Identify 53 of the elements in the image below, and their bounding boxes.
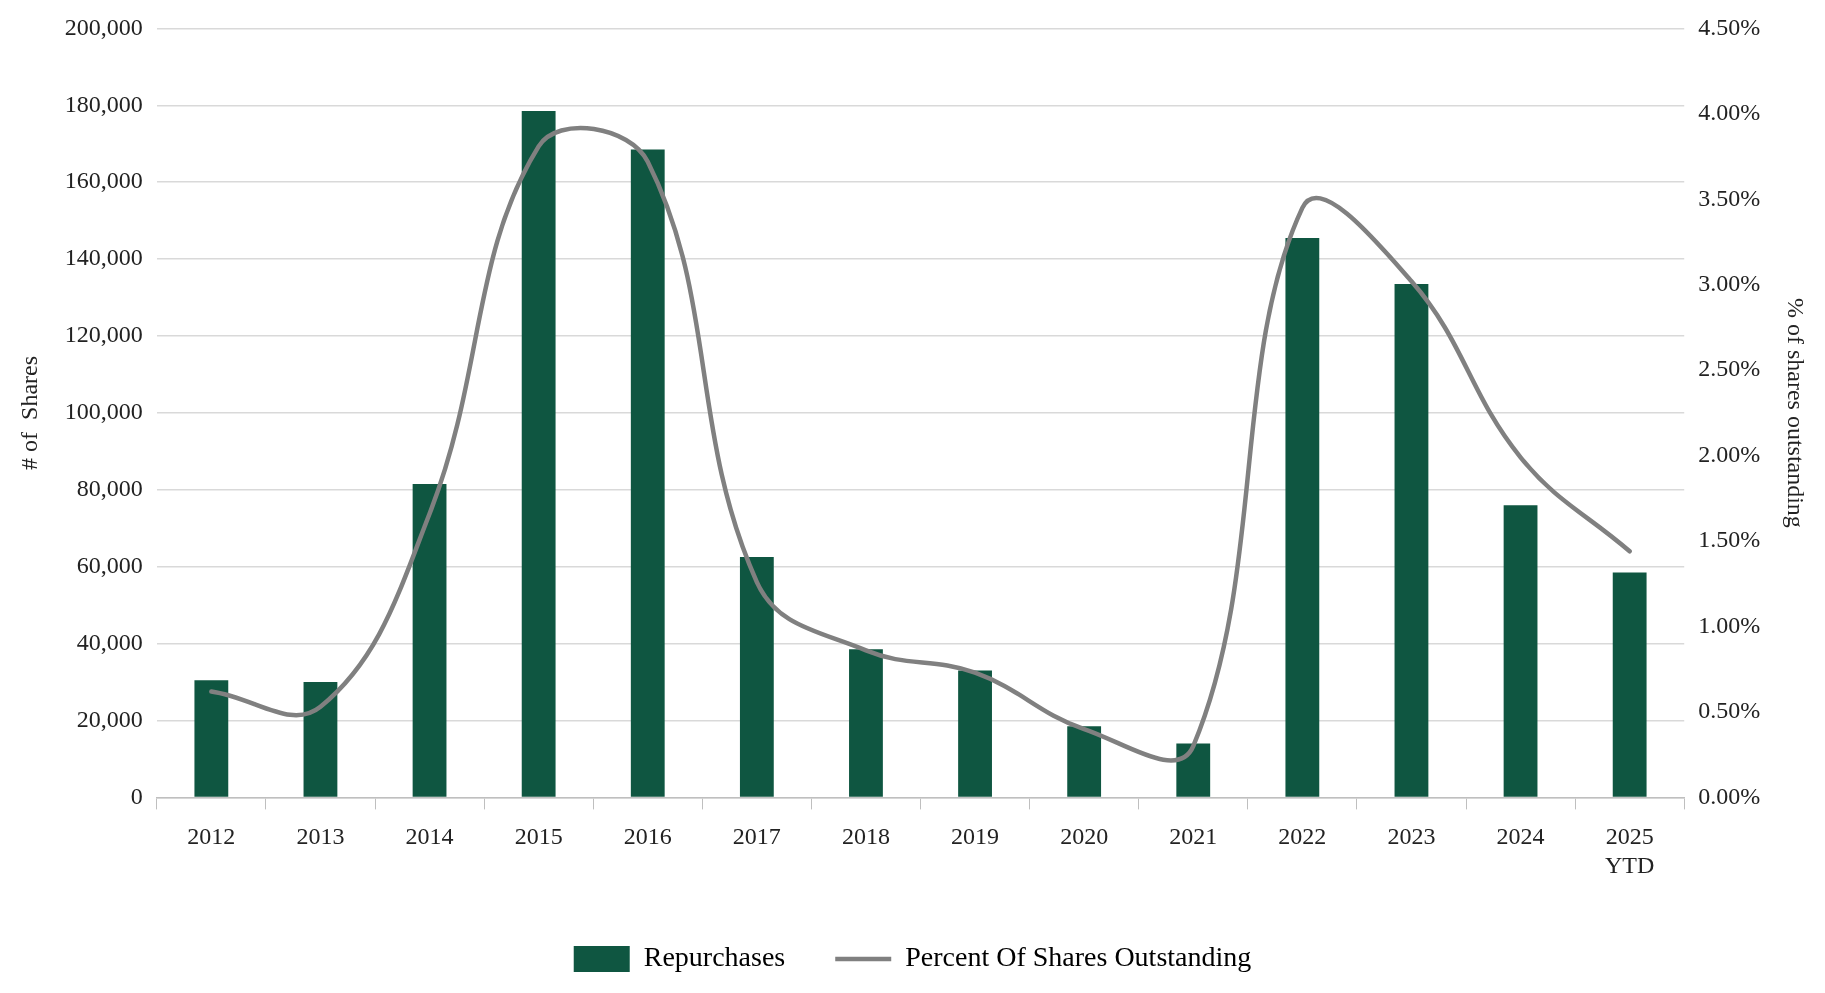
- x-tick-label: 2021: [1169, 823, 1218, 850]
- bar: [630, 149, 665, 797]
- legend-label: Repurchases: [643, 941, 786, 973]
- y-tick-label: 40,000: [76, 628, 143, 655]
- y-tick-label: 180,000: [64, 90, 143, 117]
- bar: [958, 670, 992, 797]
- y2-tick-label: 3.50%: [1698, 184, 1761, 211]
- x-tick-label: 2015: [514, 823, 563, 850]
- bar: [1176, 743, 1211, 797]
- y2-axis-title: % of shares outstanding: [1783, 297, 1810, 528]
- y-tick-label: 120,000: [64, 321, 143, 348]
- bar: [739, 557, 774, 797]
- y2-tick-label: 2.50%: [1698, 355, 1761, 382]
- y2-tick-label: 1.50%: [1698, 526, 1761, 553]
- y2-tick-label: 4.00%: [1698, 99, 1761, 126]
- x-tick-label: 2022: [1278, 823, 1327, 850]
- bar: [521, 111, 556, 797]
- y-tick-label: 200,000: [64, 13, 143, 40]
- y-tick-label: 80,000: [76, 475, 143, 502]
- legend-label: Percent Of Shares Outstanding: [905, 941, 1252, 973]
- y2-tick-label: 4.50%: [1698, 13, 1761, 40]
- y2-tick-label: 2.00%: [1698, 440, 1761, 467]
- y2-tick-label: 1.00%: [1698, 611, 1761, 638]
- bar: [1612, 572, 1647, 797]
- x-tick-label: 2017: [732, 823, 781, 850]
- x-tick-label: 2020: [1060, 823, 1109, 850]
- y2-tick-label: 0.50%: [1698, 697, 1761, 724]
- x-tick-label: 2018: [841, 823, 890, 850]
- y2-tick-label: 0.00%: [1698, 782, 1761, 809]
- x-tick-label: 2025 YTD: [1604, 823, 1655, 878]
- x-tick-label: 2023: [1387, 823, 1436, 850]
- y-tick-label: 100,000: [64, 398, 143, 425]
- x-tick-label: 2012: [187, 823, 236, 850]
- bar: [1067, 726, 1102, 797]
- y-tick-label: 60,000: [76, 552, 143, 578]
- bar: [412, 484, 447, 797]
- bar: [303, 682, 338, 797]
- y-tick-label: 20,000: [76, 705, 143, 732]
- x-tick-label: 2014: [405, 823, 454, 850]
- bar: [1285, 237, 1320, 797]
- y-tick-label: 0: [130, 782, 143, 809]
- x-tick-label: 2019: [951, 823, 1000, 850]
- x-tick-label: 2016: [623, 823, 672, 850]
- y2-tick-label: 3.00%: [1698, 270, 1761, 297]
- bar: [1394, 284, 1429, 797]
- y-axis-title: # of Shares: [15, 355, 42, 470]
- bar: [1503, 505, 1538, 797]
- bar: [849, 649, 883, 797]
- y-tick-label: 140,000: [64, 244, 143, 271]
- x-tick-label: 2024: [1496, 823, 1545, 850]
- bar: [194, 680, 229, 797]
- x-tick-label: 2013: [296, 823, 345, 850]
- y-tick-label: 160,000: [64, 167, 143, 194]
